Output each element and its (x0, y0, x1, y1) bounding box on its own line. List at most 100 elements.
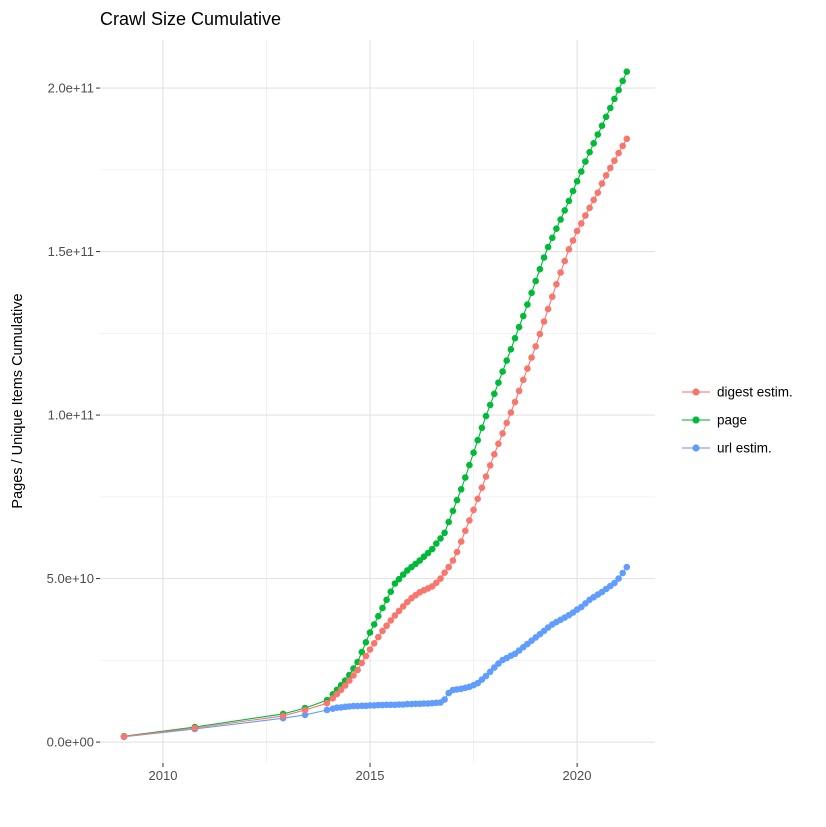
data-point (433, 579, 440, 587)
data-point (607, 104, 614, 112)
data-point (569, 237, 577, 244)
data-point (602, 113, 610, 121)
legend-label-page: page (717, 413, 747, 428)
data-point (350, 672, 357, 679)
data-point (557, 269, 564, 276)
data-point (536, 265, 544, 273)
data-point (520, 376, 527, 384)
data-series-layer (120, 68, 631, 741)
data-point (528, 354, 535, 361)
y-tick-label-4: 2.0e+11 (48, 81, 94, 96)
data-point (623, 135, 631, 143)
series-url-estim (120, 563, 631, 741)
data-point (453, 548, 461, 556)
data-point (441, 696, 448, 703)
y-axis-title: Pages / Unique Items Cumulative (10, 293, 26, 508)
data-point (383, 596, 390, 604)
data-point (428, 545, 436, 553)
data-point (528, 289, 535, 297)
legend-key-icons (682, 388, 710, 452)
data-point (391, 580, 399, 587)
data-point (358, 659, 366, 667)
data-point (515, 387, 523, 395)
data-point (491, 390, 498, 398)
legend-label-digest-estim: digest estim. (717, 385, 793, 400)
data-point (511, 398, 519, 406)
data-point (594, 189, 602, 196)
data-point (470, 506, 477, 514)
data-point (441, 569, 448, 576)
data-point (482, 473, 490, 480)
data-point (623, 563, 631, 571)
data-point (416, 557, 424, 564)
data-point (387, 617, 395, 624)
data-point (370, 640, 378, 647)
data-point (623, 68, 631, 75)
legend-key-digest-estim (682, 388, 710, 396)
data-point (449, 507, 457, 515)
data-point (544, 243, 552, 251)
data-point (549, 234, 556, 242)
data-point (457, 486, 465, 493)
data-point (379, 604, 386, 612)
data-point (433, 540, 440, 547)
data-point (191, 724, 199, 732)
data-point (495, 440, 502, 448)
y-axis-tick-labels: 0.0e+00 5.0e+10 1.0e+11 1.5e+11 2.0e+11 (47, 81, 94, 750)
data-point (337, 686, 345, 694)
data-point (619, 569, 626, 577)
chart-title: Crawl Size Cumulative (100, 9, 281, 29)
data-point (395, 607, 403, 615)
x-axis-tick-labels: 2010 2015 2020 (149, 768, 592, 783)
data-point (503, 419, 511, 427)
data-point (532, 343, 539, 350)
data-point (598, 180, 606, 187)
y-tick-label-3: 1.5e+11 (48, 244, 94, 259)
data-point (346, 677, 353, 684)
data-point (569, 187, 577, 195)
x-tick-label-2010: 2010 (149, 768, 178, 783)
data-point (404, 598, 411, 606)
legend-key-dot (692, 388, 700, 396)
data-point (482, 672, 490, 680)
data-point (362, 639, 370, 646)
y-tick-label-2: 1.0e+11 (48, 408, 94, 423)
data-point (524, 365, 531, 372)
data-point (474, 436, 482, 444)
data-point (466, 517, 473, 524)
data-point (615, 575, 622, 582)
data-point (486, 462, 494, 469)
data-point (366, 646, 374, 653)
data-point (582, 212, 589, 219)
data-point (366, 629, 374, 636)
data-point (375, 633, 382, 641)
data-point (395, 575, 403, 583)
data-point (540, 318, 548, 325)
data-point (511, 334, 519, 342)
data-point (549, 293, 556, 301)
data-point (370, 621, 378, 628)
data-point (333, 690, 341, 698)
legend-key-dot (692, 444, 700, 452)
axis-ticks (96, 87, 578, 767)
data-point (507, 409, 515, 416)
data-point (611, 157, 618, 164)
data-point (482, 412, 490, 420)
data-point (301, 711, 309, 719)
data-point (486, 668, 494, 676)
data-point (520, 312, 527, 320)
data-point (499, 368, 506, 375)
data-point (474, 495, 482, 503)
data-point (466, 461, 473, 469)
data-point (540, 254, 548, 261)
data-point (590, 196, 597, 204)
data-point (578, 168, 585, 175)
data-point (301, 706, 309, 714)
data-point (491, 451, 498, 458)
data-point (615, 149, 622, 157)
data-point (602, 172, 610, 179)
data-point (515, 323, 523, 331)
data-point (544, 305, 552, 313)
